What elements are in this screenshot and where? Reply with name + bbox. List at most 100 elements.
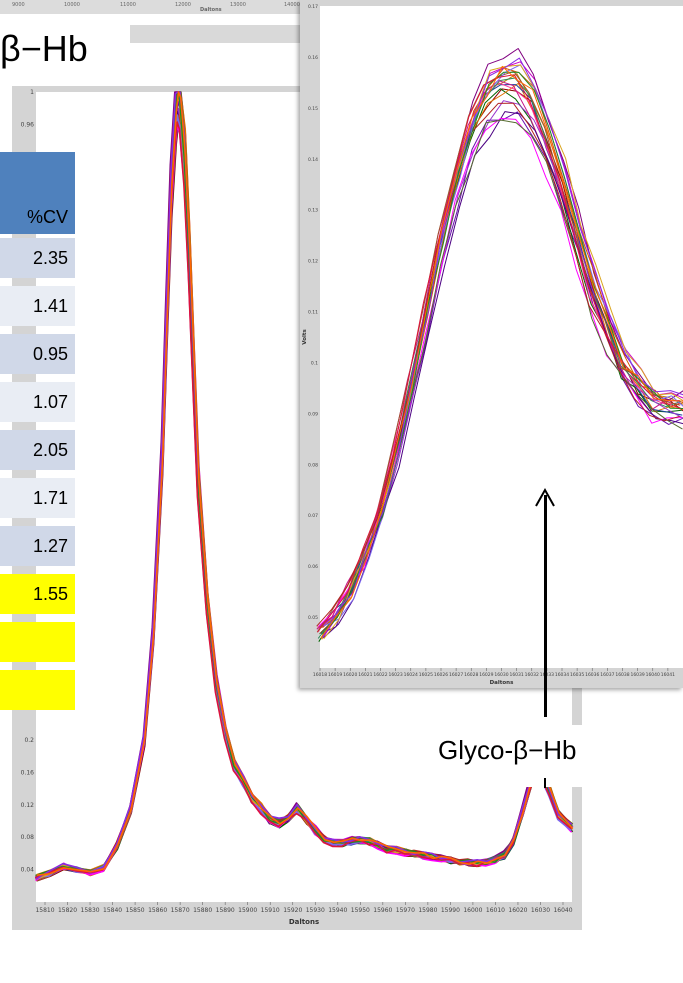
x-tick-label: 15870 <box>171 907 190 914</box>
page-title: β−Hb <box>0 28 88 69</box>
x-tick-label: 15810 <box>35 907 54 914</box>
x-tick-label: 16020 <box>343 672 357 678</box>
y-tick-label: 0.12 <box>308 259 318 265</box>
x-tick-label: 16026 <box>434 672 448 678</box>
top-strip-tick: 12000 <box>175 2 191 8</box>
series-line <box>316 102 680 627</box>
y-tick-label: 0.06 <box>308 564 318 570</box>
glyco-annotation: Glyco-β−Hb <box>438 735 577 765</box>
arrow-head-icon <box>535 487 555 507</box>
x-tick-label: 16030 <box>531 907 550 914</box>
x-tick-label: 16035 <box>570 672 584 678</box>
x-tick-label: 15890 <box>216 907 235 914</box>
inset-zoom-chart: 16018 16019 16020 16021 16022 16023 16024 16025… <box>300 0 683 688</box>
y-tick-label: 0.04 <box>21 867 35 874</box>
top-strip-tick: 11000 <box>120 2 136 8</box>
x-tick-label: 15920 <box>283 907 302 914</box>
x-tick-label: 16010 <box>486 907 505 914</box>
x-tick-label: 16025 <box>419 672 433 678</box>
y-tick-label: 0.2 <box>24 737 34 744</box>
x-axis-label: Daltons <box>289 918 319 926</box>
top-strip-tick: 10000 <box>64 2 80 8</box>
table-row: 1.27 <box>0 526 75 566</box>
table-row <box>0 622 75 662</box>
x-tick-label: 16040 <box>553 907 572 914</box>
table-header: %CV <box>0 152 75 234</box>
table-row: 1.07 <box>0 382 75 422</box>
x-tick-label: 15880 <box>193 907 212 914</box>
plot-area <box>320 6 683 668</box>
x-tick-label: 16036 <box>585 672 599 678</box>
y-tick-label: 0.96 <box>21 121 35 128</box>
x-tick-label: 16021 <box>358 672 372 678</box>
annotation-arrow <box>544 495 547 717</box>
x-tick-label: 16034 <box>555 672 569 678</box>
x-tick-label: 15980 <box>418 907 437 914</box>
table-row: 2.05 <box>0 430 75 470</box>
x-tick-label: 15940 <box>328 907 347 914</box>
x-tick-label: 16022 <box>373 672 387 678</box>
table-row: 1.41 <box>0 286 75 326</box>
table-row: 0.95 <box>0 334 75 374</box>
x-tick-label: 16019 <box>328 672 342 678</box>
x-tick-label: 16029 <box>479 672 493 678</box>
x-tick-label: 15930 <box>306 907 325 914</box>
y-tick-label: 0.08 <box>21 834 35 841</box>
x-tick-label: 16039 <box>630 672 644 678</box>
x-tick-label: 16000 <box>463 907 482 914</box>
x-tick-label: 16031 <box>509 672 523 678</box>
x-tick-label: 15840 <box>103 907 122 914</box>
series-line <box>35 91 573 880</box>
x-tick-label: 16041 <box>661 672 675 678</box>
table-row <box>0 670 75 710</box>
x-tick-label: 16032 <box>525 672 539 678</box>
x-tick-label: 16040 <box>646 672 660 678</box>
x-tick-label: 15950 <box>351 907 370 914</box>
y-tick-label: 0.11 <box>308 310 318 316</box>
y-tick-label: 0.09 <box>308 411 318 417</box>
y-tick-label: 0.17 <box>308 4 318 10</box>
y-tick-label: 0.05 <box>308 615 318 621</box>
series-line <box>36 91 574 876</box>
y-tick-label: 0.12 <box>21 802 35 809</box>
annotation-tick <box>544 778 546 788</box>
table-row: 1.55 <box>0 574 75 614</box>
top-strip-tick: 13000 <box>230 2 246 8</box>
x-tick-label: 16038 <box>615 672 629 678</box>
series-line <box>320 65 683 639</box>
x-tick-label: 15960 <box>373 907 392 914</box>
x-tick-label: 15850 <box>126 907 145 914</box>
x-tick-label: 16030 <box>494 672 508 678</box>
top-strip-axis: 9000 10000 11000 12000 13000 14000 Dalto… <box>0 0 320 14</box>
top-strip-tick: 9000 <box>12 2 25 8</box>
top-strip-xlabel: Daltons <box>200 7 222 13</box>
y-tick-label: 0.08 <box>308 462 318 468</box>
x-tick-label: 15830 <box>81 907 100 914</box>
table-row: 1.71 <box>0 478 75 518</box>
x-tick-label: 15910 <box>261 907 280 914</box>
y-tick-label: 0.16 <box>308 55 318 61</box>
x-tick-label: 16024 <box>404 672 418 678</box>
y-tick-label: 0.13 <box>308 208 318 214</box>
top-strip-tick: 14000 <box>284 2 300 8</box>
x-tick-label: 16023 <box>388 672 402 678</box>
x-axis-label: Daltons <box>490 680 514 686</box>
y-tick-label: 1 <box>30 89 34 96</box>
y-tick-label: 0.15 <box>308 106 318 112</box>
table-row: 2.35 <box>0 238 75 278</box>
x-tick-label: 15860 <box>148 907 167 914</box>
x-tick-label: 15900 <box>238 907 257 914</box>
x-tick-label: 16028 <box>464 672 478 678</box>
annotation-box <box>414 725 679 787</box>
y-axis-label: Volts <box>302 329 308 345</box>
series-line <box>323 64 683 640</box>
gray-bar <box>130 25 305 43</box>
y-tick-label: 0.1 <box>311 360 318 366</box>
x-tick-label: 15820 <box>58 907 77 914</box>
x-tick-label: 15970 <box>396 907 415 914</box>
x-tick-label: 16037 <box>600 672 614 678</box>
x-tick-label: 15990 <box>441 907 460 914</box>
y-tick-label: 0.16 <box>21 769 35 776</box>
x-tick-label: 16018 <box>313 672 327 678</box>
x-tick-label: 16027 <box>449 672 463 678</box>
